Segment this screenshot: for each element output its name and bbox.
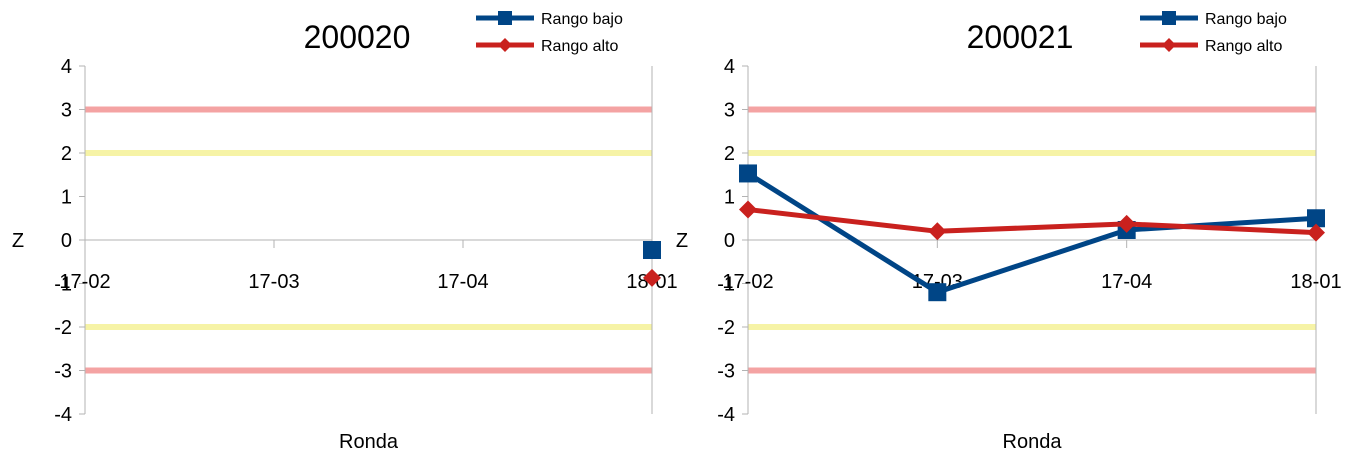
data-point-diamond [928,222,947,241]
y-tick-label: -4 [717,404,735,426]
y-tick-label: -3 [717,361,735,383]
y-tick-label: -1 [54,274,72,296]
data-point-diamond [643,268,661,287]
y-tick-label: -4 [54,404,72,426]
legend-item: Rango alto [476,38,618,55]
legend-diamond-icon [1162,38,1176,52]
x-tick-label: 17-02 [722,271,773,293]
data-point-square [1307,209,1325,228]
chart-0: 43210-1-2-3-417-0217-0317-0418-01RondaZ2… [12,11,678,453]
y-tick-label: 2 [724,143,735,165]
x-tick-label: 17-02 [59,271,110,293]
y-tick-label: 0 [724,230,735,252]
y-tick-label: 1 [724,187,735,209]
chart-title: 200020 [304,19,411,55]
legend-label: Rango alto [1205,38,1282,55]
data-point-diamond [1307,223,1325,242]
legend-item: Rango bajo [476,11,623,28]
legend-label: Rango bajo [1205,11,1287,28]
data-point-diamond [739,200,757,219]
legend-item: Rango alto [1140,38,1282,55]
chart-title: 200021 [967,19,1074,55]
y-tick-label: 1 [61,187,72,209]
y-axis-title: Z [12,230,24,252]
x-tick-label: 17-03 [248,271,299,293]
y-tick-label: -2 [54,317,72,339]
y-tick-label: 3 [61,100,72,122]
x-axis-title: Ronda [339,431,399,453]
y-tick-label: 3 [724,100,735,122]
y-tick-label: 0 [61,230,72,252]
y-tick-label: -1 [717,274,735,296]
x-tick-label: 17-04 [437,271,488,293]
legend-diamond-icon [498,38,512,52]
y-tick-label: 4 [724,56,735,78]
legend-label: Rango bajo [541,11,623,28]
x-tick-label: 17-04 [1101,271,1152,293]
data-point-square [739,164,757,183]
series-line-0 [746,171,1317,295]
y-tick-label: -3 [54,361,72,383]
series-line-1 [747,207,1317,236]
legend-square-icon [498,11,512,25]
y-tick-label: -2 [717,317,735,339]
x-axis-title: Ronda [1003,431,1063,453]
data-point-square [928,283,947,302]
legend-square-icon [1162,11,1176,25]
data-point-square [643,241,661,260]
legend-label: Rango alto [541,38,618,55]
data-point-diamond [1117,214,1136,233]
y-axis-title: Z [676,230,688,252]
y-tick-label: 2 [61,143,72,165]
legend-item: Rango bajo [1140,11,1287,28]
x-tick-label: 18-01 [1290,271,1341,293]
y-tick-label: 4 [61,56,72,78]
